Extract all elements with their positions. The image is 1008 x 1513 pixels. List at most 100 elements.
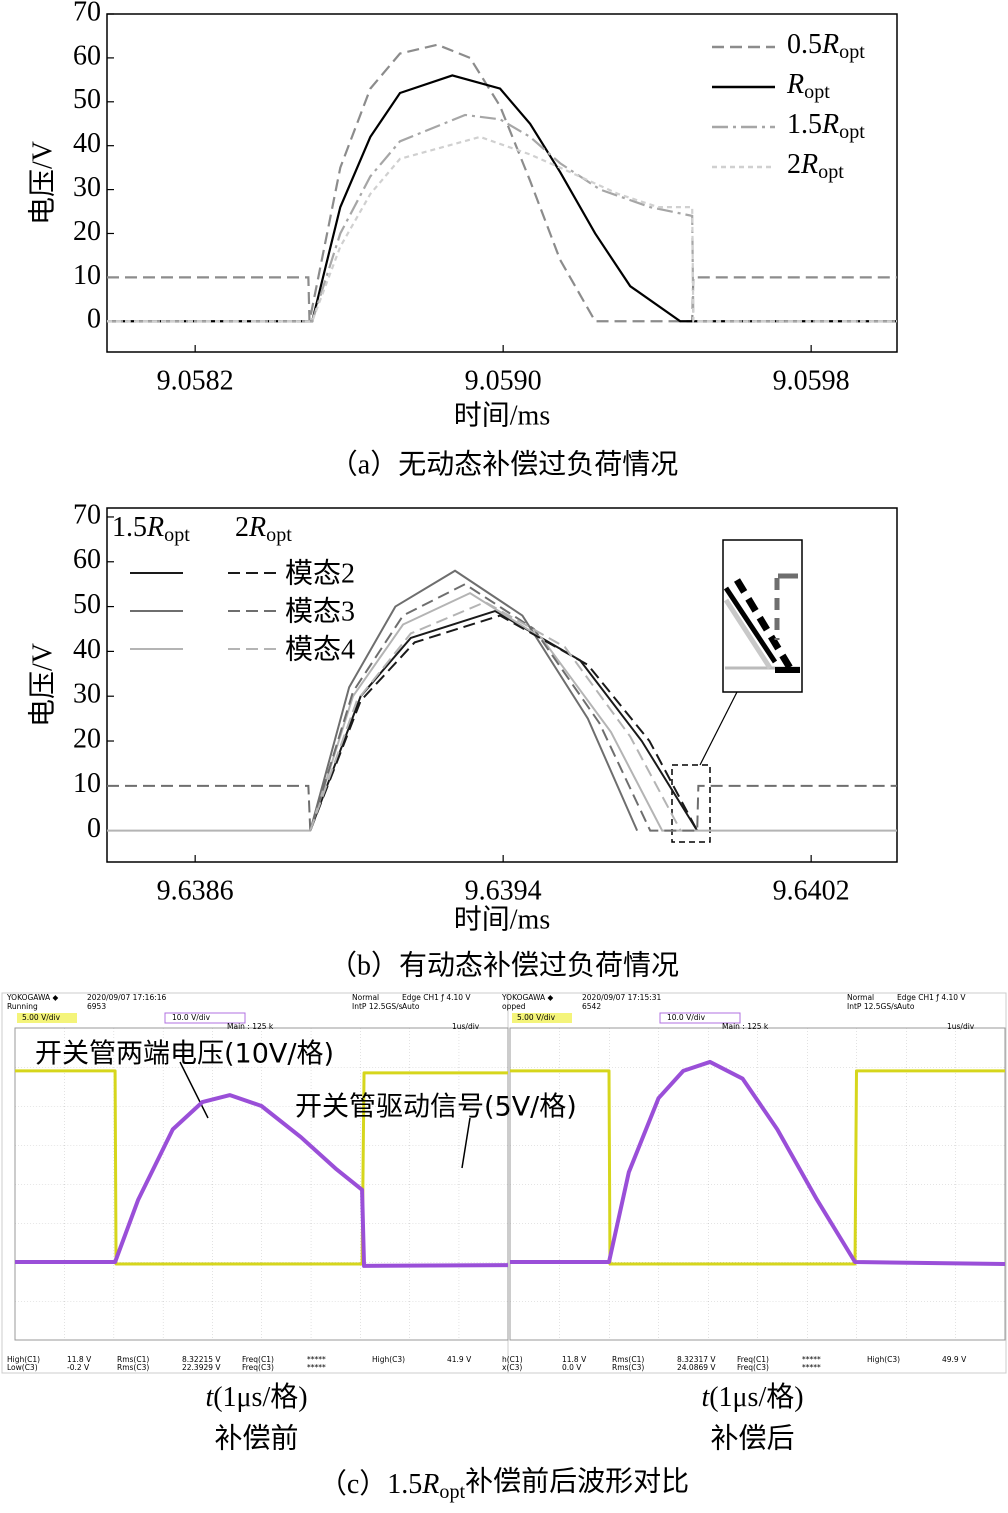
scope-measurement: Rms(C3) <box>117 1363 149 1372</box>
legend-label: 模态3 <box>285 595 355 627</box>
scope-measurement: x(C3) <box>502 1363 522 1372</box>
scope-header-text: Auto <box>897 1002 915 1011</box>
scope-header-text: YOKOGAWA ◆ <box>6 993 59 1002</box>
y-tick-label: 50 <box>73 84 101 115</box>
scope-measurement: ***** <box>307 1355 326 1364</box>
y-tick-label: 10 <box>73 260 101 291</box>
scope-header-text: 5.00 V/div <box>22 1013 61 1022</box>
scope-measurement: ***** <box>802 1355 821 1364</box>
caption: （c）1.5Ropt补偿前后波形对比 <box>319 1466 689 1503</box>
y-tick-label: 10 <box>73 768 101 799</box>
x-tick-label: 9.6386 <box>157 875 234 906</box>
y-axis-label: 电压/V <box>26 643 58 727</box>
x-tick-label: 9.6402 <box>773 875 850 906</box>
scope-header-text: 5.00 V/div <box>517 1013 556 1022</box>
legend-label: 2Ropt <box>787 149 844 182</box>
scope-measurement: Rms(C1) <box>612 1355 644 1364</box>
y-tick-label: 40 <box>73 128 101 159</box>
x-axis-variable: t <box>205 1382 214 1413</box>
scope-header-text: YOKOGAWA ◆ <box>501 993 554 1002</box>
x-axis-unit: (1μs/格) <box>709 1381 803 1413</box>
x-axis-variable: t <box>701 1382 710 1413</box>
y-tick-label: 60 <box>73 40 101 71</box>
waveform <box>510 1069 1005 1266</box>
scope-measurement: Freq(C1) <box>242 1355 274 1364</box>
scope-measurement: Low(C3) <box>7 1363 38 1372</box>
line-series <box>309 569 639 832</box>
scope-measurement: Rms(C3) <box>612 1363 644 1372</box>
line-series <box>309 600 682 832</box>
scope-header-text: 2020/09/07 17:15:31 <box>582 993 662 1002</box>
scope-measurement: Freq(C1) <box>737 1355 769 1364</box>
scope-header-text: 6542 <box>582 1002 601 1011</box>
x-tick-label: 9.0590 <box>465 365 542 396</box>
line-series <box>107 74 897 323</box>
scope-header-text: IntP 12.5GS/s <box>847 1002 898 1011</box>
y-tick-label: 20 <box>73 216 101 247</box>
scope-measurement: Rms(C1) <box>117 1355 149 1364</box>
legend-label: 1.5Ropt <box>787 109 865 142</box>
y-axis-label: 电压/V <box>26 141 58 225</box>
plot-frame <box>106 13 898 353</box>
x-tick-label: 9.6394 <box>465 875 542 906</box>
scope-frames <box>1 992 1007 1374</box>
scope-measurement: h(C1) <box>502 1355 523 1364</box>
x-tick-label: 9.0598 <box>773 365 850 396</box>
scope-header-text: opped <box>502 1002 526 1011</box>
scope-measurement: ***** <box>802 1363 821 1372</box>
scope-measurement: High(C1) <box>7 1355 40 1364</box>
y-tick-label: 70 <box>73 0 101 27</box>
legend-label: 模态4 <box>285 633 355 665</box>
scope-header-text: 1us/div <box>452 1022 480 1031</box>
x-axis-label: 时间/ms <box>454 903 550 935</box>
waveform <box>15 1093 509 1268</box>
zoom-inset <box>671 539 803 843</box>
legend-group-label: 2Ropt <box>235 512 292 545</box>
scope-measurement: 41.9 V <box>447 1355 472 1364</box>
scope-header-text: Normal <box>847 993 874 1002</box>
line-series <box>107 583 897 832</box>
waveform <box>510 1059 1006 1266</box>
scope-measurement: High(C3) <box>867 1355 900 1364</box>
y-tick-label: 20 <box>73 723 101 754</box>
scope-header-text: Main : 125 k <box>227 1022 274 1031</box>
scope-header-text: Normal <box>352 993 379 1002</box>
legend-label: 0.5Ropt <box>787 29 865 62</box>
scope-measurement: 0.0 V <box>562 1363 582 1372</box>
scope-header-text: 10.0 V/div <box>667 1013 706 1022</box>
legend-label: Ropt <box>786 69 830 102</box>
caption: （a）无动态补偿过负荷情况 <box>330 448 678 480</box>
caption: （b）有动态补偿过负荷情况 <box>329 949 679 981</box>
scope-header-text: Running <box>7 1002 38 1011</box>
scope-measurement: 11.8 V <box>67 1355 92 1364</box>
x-axis-label: t(1μs/格) <box>701 1381 803 1413</box>
x-axis-unit: (1μs/格) <box>213 1381 307 1413</box>
scope-header-text: Edge CH1 ƒ 4.10 V <box>402 993 471 1002</box>
scope-header-text: IntP 12.5GS/s <box>352 1002 403 1011</box>
legend-label: 模态2 <box>285 557 355 589</box>
waveform <box>15 1069 508 1266</box>
scope-measurement: 11.8 V <box>562 1355 587 1364</box>
line-series <box>309 614 699 832</box>
x-axis-label: 时间/ms <box>454 399 550 431</box>
y-tick-label: 50 <box>73 589 101 620</box>
scope-header-text: 10.0 V/div <box>172 1013 211 1022</box>
scope-measurement: 49.9 V <box>942 1355 967 1364</box>
scope-measurement: 22.3929 V <box>182 1363 221 1372</box>
scope-measurement: ***** <box>307 1363 326 1372</box>
x-axis-label: t(1μs/格) <box>205 1381 307 1413</box>
scope-measurement: High(C3) <box>372 1355 405 1364</box>
annotation: 开关管两端电压(10V/格) <box>35 1039 334 1070</box>
line-series <box>309 609 699 832</box>
scope-header-text: Main : 125 k <box>722 1022 769 1031</box>
scope-header-text: Auto <box>402 1002 420 1011</box>
scope-header-text: Edge CH1 ƒ 4.10 V <box>897 993 966 1002</box>
panel-label: 补偿前 <box>214 1422 298 1454</box>
scope-header-text: 2020/09/07 17:16:16 <box>87 993 167 1002</box>
scope-measurement: 8.32215 V <box>182 1355 221 1364</box>
scope-header-text: 6953 <box>87 1002 106 1011</box>
scope-measurement: Freq(C3) <box>737 1363 769 1372</box>
annotation: 开关管驱动信号(5V/格) <box>295 1092 577 1123</box>
x-tick-label: 9.0582 <box>157 365 234 396</box>
